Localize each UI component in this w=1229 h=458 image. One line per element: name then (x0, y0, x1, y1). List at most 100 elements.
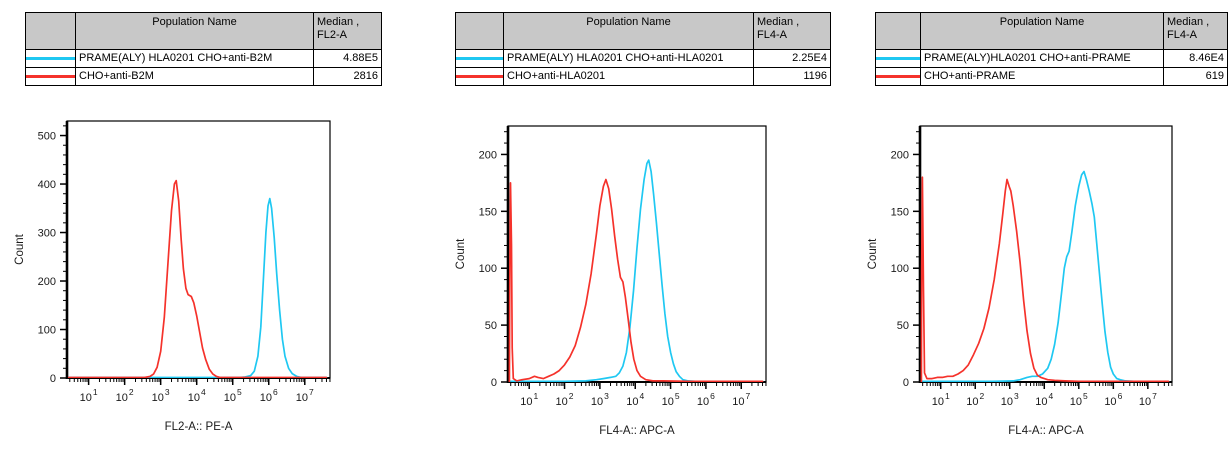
population-name: PRAME(ALY) HLA0201 CHO+anti-HLA0201 (503, 49, 754, 68)
population-name: PRAME(ALY)HLA0201 CHO+anti-PRAME (920, 49, 1164, 68)
legend-header-row: Population Name Median , FL2-A (25, 12, 382, 50)
population-name: CHO+anti-B2M (75, 67, 314, 86)
y-tick-label: 300 (38, 228, 56, 240)
x-tick-label: 101 (80, 387, 98, 404)
legend-header-row: Population Name Median , FL4-A (875, 12, 1228, 50)
y-tick-label: 50 (485, 320, 497, 332)
x-tick-label: 105 (662, 391, 680, 408)
red-series-swatch (456, 75, 503, 78)
y-tick-label: 400 (38, 179, 56, 191)
median-value: 4.88E5 (313, 49, 382, 68)
y-tick-label: 150 (891, 206, 909, 218)
median-header: Median , FL4-A (1163, 12, 1228, 50)
histogram-fl4a-apca-hla[interactable]: 0 50 100 150 200 101 102 103 104 105 106 107 Count FL… (430, 95, 840, 455)
swatch-cell (25, 67, 76, 86)
swatch-cell (455, 49, 504, 68)
x-tick-label: 101 (932, 391, 950, 408)
y-tick-label: 0 (903, 377, 909, 389)
median-value: 2.25E4 (753, 49, 831, 68)
x-tick-label: 102 (556, 391, 574, 408)
x-tick-label: 104 (1035, 391, 1053, 408)
histogram-fl2a-pea[interactable]: 0 100 200 300 400 500 101 102 103 104 105 106 107 Cou… (0, 95, 410, 455)
legend-header-row: Population Name Median , FL4-A (455, 12, 831, 50)
plot-frame (66, 120, 331, 379)
histogram-curve (508, 159, 764, 382)
legend-row-positive[interactable]: PRAME(ALY) HLA0201 CHO+anti-B2M 4.88E5 (25, 49, 382, 68)
y-tick-label: 100 (891, 263, 909, 275)
x-tick-label: 103 (591, 391, 609, 408)
median-value: 2816 (313, 67, 382, 86)
flow-histogram-svg: 0 100 200 300 400 500 101 102 103 104 105 106 107 Cou… (14, 120, 331, 433)
x-tick-label: 106 (1104, 391, 1122, 408)
legend-swatch-header (25, 12, 76, 50)
x-tick-label: 101 (520, 391, 538, 408)
histogram-curve (508, 178, 764, 382)
cyan-series-swatch (876, 57, 920, 60)
panel-prame: Population Name Median , FL4-A PRAME(ALY… (850, 0, 1229, 458)
y-tick-label: 150 (479, 206, 497, 218)
red-series-swatch (876, 75, 920, 78)
swatch-cell (875, 67, 921, 86)
y-tick-label: 0 (491, 377, 497, 389)
x-axis-label: FL4-A:: APC-A (599, 425, 675, 437)
y-tick-label: 200 (891, 149, 909, 161)
histogram-fl4a-apca-prame[interactable]: 0 50 100 150 200 101 102 103 104 105 106 107 Count FL… (850, 95, 1229, 455)
y-tick-label: 50 (897, 320, 909, 332)
population-name: CHO+anti-PRAME (920, 67, 1164, 86)
legend-row-control[interactable]: CHO+anti-HLA0201 1196 (455, 67, 831, 86)
legend-row-control[interactable]: CHO+anti-PRAME 619 (875, 67, 1228, 86)
legend-swatch-header (875, 12, 921, 50)
x-tick-label: 107 (296, 387, 314, 404)
y-tick-label: 200 (479, 149, 497, 161)
y-tick-label: 0 (50, 373, 56, 385)
x-tick-label: 105 (1070, 391, 1088, 408)
x-tick-label: 102 (116, 387, 134, 404)
population-name: CHO+anti-HLA0201 (503, 67, 754, 86)
population-name-header: Population Name (503, 12, 754, 50)
x-tick-label: 107 (1139, 391, 1157, 408)
legend-table-b2m[interactable]: Population Name Median , FL2-A PRAME(ALY… (25, 12, 382, 86)
x-tick-label: 102 (966, 391, 984, 408)
median-value: 1196 (753, 67, 831, 86)
median-value: 8.46E4 (1163, 49, 1228, 68)
red-series-swatch (26, 75, 75, 78)
panel-hla0201: Population Name Median , FL4-A PRAME(ALY… (430, 0, 840, 458)
flow-histogram-svg: 0 50 100 150 200 101 102 103 104 105 106 107 Count FL… (455, 125, 767, 437)
legend-row-positive[interactable]: PRAME(ALY)HLA0201 CHO+anti-PRAME 8.46E4 (875, 49, 1228, 68)
histogram-curve (67, 179, 328, 378)
y-tick-label: 100 (38, 325, 56, 337)
y-tick-label: 200 (38, 276, 56, 288)
legend-swatch-header (455, 12, 504, 50)
population-name-header: Population Name (920, 12, 1164, 50)
x-tick-label: 103 (152, 387, 170, 404)
legend-row-positive[interactable]: PRAME(ALY) HLA0201 CHO+anti-HLA0201 2.25… (455, 49, 831, 68)
legend-table-prame[interactable]: Population Name Median , FL4-A PRAME(ALY… (875, 12, 1228, 86)
x-tick-label: 106 (260, 387, 278, 404)
legend-table-hla0201[interactable]: Population Name Median , FL4-A PRAME(ALY… (455, 12, 831, 86)
swatch-cell (25, 49, 76, 68)
cyan-series-swatch (26, 57, 75, 60)
histogram-curve (920, 170, 1170, 382)
histogram-curve (920, 176, 1170, 382)
y-axis-label: Count (455, 238, 467, 269)
y-tick-label: 100 (479, 263, 497, 275)
y-axis-label: Count (14, 233, 26, 264)
legend-row-control[interactable]: CHO+anti-B2M 2816 (25, 67, 382, 86)
x-tick-label: 105 (224, 387, 242, 404)
x-tick-label: 103 (1001, 391, 1019, 408)
x-tick-label: 107 (732, 391, 750, 408)
histogram-curve (67, 197, 328, 378)
y-axis-label: Count (867, 238, 879, 269)
flow-histogram-svg: 0 50 100 150 200 101 102 103 104 105 106 107 Count FL… (867, 125, 1173, 437)
x-tick-label: 106 (697, 391, 715, 408)
swatch-cell (455, 67, 504, 86)
plot-frame (919, 125, 1173, 383)
x-axis-label: FL2-A:: PE-A (165, 421, 233, 433)
cyan-series-swatch (456, 57, 503, 60)
median-header: Median , FL4-A (753, 12, 831, 50)
x-axis-label: FL4-A:: APC-A (1008, 425, 1084, 437)
y-tick-label: 500 (38, 131, 56, 143)
x-tick-label: 104 (188, 387, 206, 404)
panel-b2m: Population Name Median , FL2-A PRAME(ALY… (0, 0, 410, 458)
